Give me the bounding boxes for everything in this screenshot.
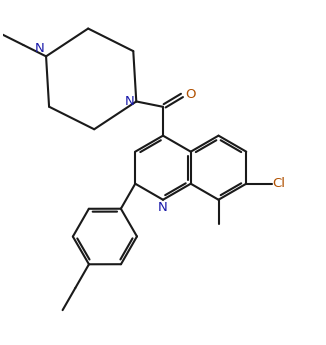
Text: N: N (125, 95, 135, 108)
Text: N: N (35, 42, 44, 55)
Text: Cl: Cl (273, 177, 286, 190)
Text: O: O (185, 88, 196, 101)
Text: N: N (158, 201, 168, 214)
